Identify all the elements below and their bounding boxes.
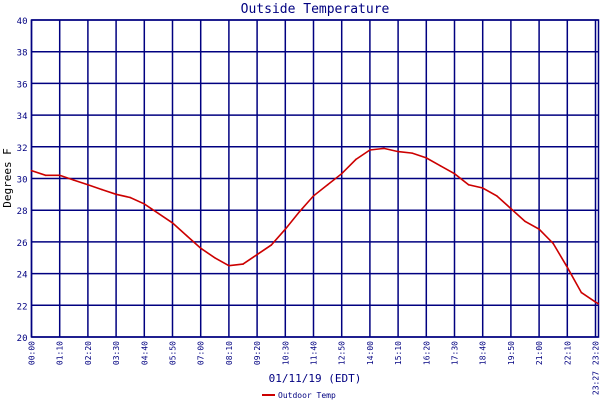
data-point [383,147,385,150]
x-tick-label: 23:20 [592,341,600,365]
x-tick-label: 01:10 [56,341,65,365]
data-point [256,253,258,256]
x-tick-label: 23:27 [592,371,600,395]
data-point [355,158,357,161]
y-axis-label: Degrees F [1,148,14,208]
x-tick-label: 08:10 [225,341,234,365]
data-point [185,234,188,237]
legend: Outdoor Temp [262,391,336,400]
series-line-outdoor-temp [31,147,599,305]
x-tick-label: 05:50 [169,341,178,365]
data-point [467,184,470,186]
data-point [397,150,399,153]
data-point [369,149,371,151]
data-point [425,157,428,159]
y-tick-label: 38 [17,49,28,59]
data-point [129,196,131,199]
y-tick-label: 20 [17,334,28,344]
data-point [298,210,301,213]
x-axis-label: 01/11/19 (EDT) [269,372,362,385]
x-tick-label: 03:30 [112,341,121,365]
data-point [597,302,600,305]
data-point [312,195,315,197]
data-point [594,301,597,303]
data-point [326,184,329,186]
data-point [552,242,554,245]
data-point [58,174,61,177]
x-tick-label: 00:00 [28,341,37,365]
x-tick-label: 14:00 [366,341,375,365]
data-point [496,195,498,197]
x-tick-label: 15:10 [394,341,403,365]
x-tick-label: 09:20 [253,341,262,365]
x-tick-label: 18:40 [479,341,488,365]
data-point [439,165,442,167]
data-point [270,244,273,246]
y-tick-label: 28 [17,207,28,217]
y-tick-label: 40 [17,17,28,27]
data-point [199,247,202,250]
x-tick-label: 19:50 [507,341,516,365]
y-tick-label: 34 [17,112,28,122]
data-point [481,187,484,189]
data-point [566,266,569,269]
data-point [171,222,174,224]
data-point [538,228,540,231]
x-tick-label: 07:00 [197,341,206,365]
data-point [44,174,47,177]
data-point [228,264,230,267]
x-tick-label: 21:00 [535,341,544,365]
data-point [411,152,414,154]
y-tick-label: 26 [17,239,28,249]
data-point [30,169,33,172]
x-tick-label: 04:40 [140,341,149,365]
legend-label: Outdoor Temp [278,391,336,400]
x-tick-label: 02:20 [84,341,93,365]
data-point [73,179,75,181]
data-point [143,203,146,205]
x-tick-label: 12:50 [338,341,347,365]
data-point [115,193,117,196]
y-tick-label: 30 [17,176,28,186]
y-tick-label: 32 [17,144,28,154]
data-point [284,228,287,231]
data-point [580,291,583,294]
x-tick-label: 10:30 [281,341,290,365]
x-tick-label: 22:10 [563,341,572,365]
data-point [524,220,526,223]
chart-title: Outside Temperature [241,2,390,17]
y-tick-label: 36 [17,80,28,90]
data-point [242,263,244,265]
data-point [157,212,160,215]
data-point [340,172,343,175]
y-tick-label: 24 [17,271,28,281]
x-tick-label: 17:30 [451,341,460,365]
data-point [453,172,456,175]
data-point [101,188,103,191]
y-tick-label: 22 [17,302,28,312]
data-point [87,184,89,186]
data-point [214,256,216,259]
x-tick-label: 16:20 [422,341,431,365]
x-tick-label: 11:40 [310,341,319,365]
data-point [510,207,512,210]
